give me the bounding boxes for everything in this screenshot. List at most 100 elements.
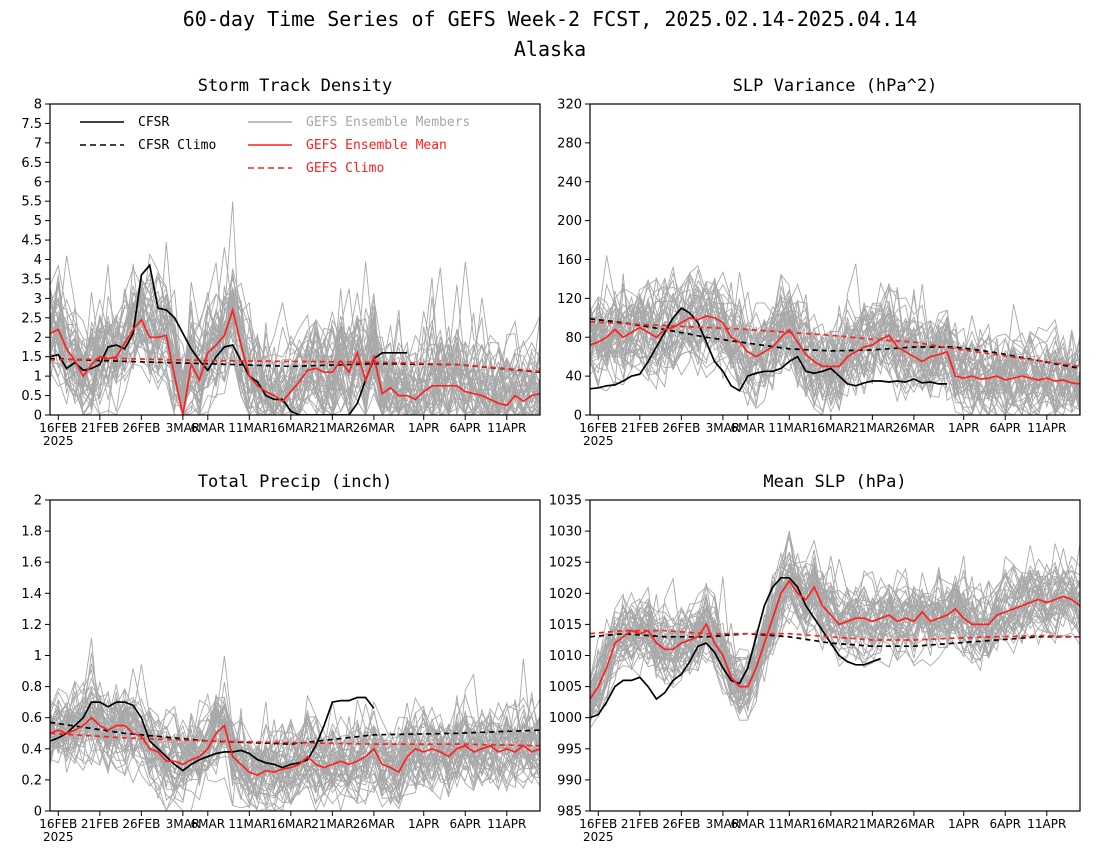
x-tick-label: 1APR — [948, 421, 979, 435]
y-tick-label: 0.4 — [21, 742, 42, 757]
x-tick-label: 6MAR — [191, 817, 226, 831]
ensemble-member-line — [50, 264, 540, 415]
y-tick-label: 1.6 — [21, 556, 42, 571]
x-tick-label: 21FEB — [81, 421, 119, 435]
x-tick-label: 16FEB — [39, 817, 77, 831]
ensemble-member-line — [590, 297, 1080, 406]
x-tick-label: 26MAR — [893, 421, 935, 435]
x-tick-label: 6APR — [990, 817, 1021, 831]
series-gefs-ensemble-mean — [590, 315, 1080, 385]
ensemble-member-line — [590, 580, 1080, 709]
panel-title: Storm Track Density — [198, 76, 392, 96]
y-tick-label: 280 — [557, 136, 582, 151]
y-tick-label: 160 — [557, 253, 582, 268]
y-tick-label: 2 — [34, 494, 42, 509]
y-tick-label: 1000 — [549, 711, 582, 726]
x-tick-label: 11MAR — [768, 421, 810, 435]
y-tick-label: 200 — [557, 214, 582, 229]
series-gefs-ensemble-mean — [50, 716, 540, 777]
series-cfsr-climo — [50, 721, 540, 745]
y-tick-label: 80 — [565, 331, 582, 346]
panel-slp-variance: SLP Variance (hPa^2) 0 40 80 120 160 200 240 28… — [557, 76, 1081, 448]
x-tick-label: 16MAR — [270, 421, 312, 435]
y-tick-label: 0.6 — [21, 711, 42, 726]
x-tick-label: 1APR — [948, 817, 979, 831]
legend-label-gefs-climo: GEFS Climo — [306, 161, 384, 176]
x-tick-label: 11APR — [487, 817, 526, 831]
x-tick-label: 16FEB — [579, 817, 617, 831]
x-tick-label: 1APR — [408, 817, 439, 831]
ensemble-member-line — [590, 280, 1080, 398]
x-tick-label: 26FEB — [122, 421, 160, 435]
ensemble-member-line — [590, 563, 1080, 703]
ensemble-member-line — [50, 681, 540, 811]
series-gefs-ensemble-mean — [590, 579, 1080, 700]
y-tick-label: 0.5 — [21, 389, 42, 404]
plot-area — [590, 255, 1080, 415]
series-gefs-climo — [590, 629, 1080, 641]
x-tick-label: 21FEB — [621, 817, 659, 831]
ensemble-member-line — [590, 548, 1080, 706]
x-tick-label: 1APR — [408, 421, 439, 435]
ensemble-member-line — [590, 278, 1080, 415]
ensemble-member-line — [50, 292, 540, 415]
x-tick-label: 26FEB — [662, 421, 700, 435]
x-tick-label: 21FEB — [621, 421, 659, 435]
y-tick-label: 8 — [34, 98, 42, 113]
x-tick-label: 11MAR — [228, 421, 270, 435]
y-tick-label: 0.8 — [21, 680, 42, 695]
legend-label-ens-mean: GEFS Ensemble Mean — [306, 138, 447, 153]
y-tick-label: 1025 — [549, 556, 582, 571]
panel-total-precip: Total Precip (inch) 0 0.2 0.4 0.6 0.8 1 1.2 1.4… — [21, 472, 541, 844]
legend-label-cfsr: CFSR — [138, 115, 169, 130]
x-tick-label: 21MAR — [851, 817, 893, 831]
ensemble-member-line — [590, 552, 1080, 694]
ensemble-member-line — [50, 319, 540, 415]
y-tick-label: 1 — [34, 370, 42, 385]
y-tick-label: 1.8 — [21, 525, 42, 540]
series-cfsr — [590, 307, 948, 392]
y-tick-label: 2.5 — [21, 311, 42, 326]
y-tick-label: 320 — [557, 98, 582, 113]
x-tick-label: 6APR — [450, 817, 481, 831]
series-cfsr — [50, 263, 408, 415]
y-tick-label: 2 — [34, 331, 42, 346]
x-tick-label: 16MAR — [810, 421, 852, 435]
x-tick-label: 16FEB — [39, 421, 77, 435]
ensemble-member-line — [590, 566, 1080, 712]
y-tick-label: 0 — [34, 805, 42, 820]
y-tick-label: 0 — [574, 409, 582, 424]
x-tick-label: 26FEB — [122, 817, 160, 831]
y-tick-label: 5.5 — [21, 195, 42, 210]
plot-area — [50, 638, 540, 811]
x-year-label: 2025 — [43, 434, 74, 448]
panel-title: SLP Variance (hPa^2) — [733, 76, 938, 96]
y-tick-label: 1030 — [549, 525, 582, 540]
x-tick-label: 6APR — [450, 421, 481, 435]
x-tick-label: 11APR — [487, 421, 526, 435]
ensemble-member-line — [50, 696, 540, 796]
y-tick-label: 995 — [557, 742, 582, 757]
x-tick-label: 21MAR — [851, 421, 893, 435]
legend-label-cfsr-climo: CFSR Climo — [138, 138, 216, 153]
x-tick-label: 6APR — [990, 421, 1021, 435]
series-gefs-climo — [50, 732, 540, 747]
ensemble-member-line — [50, 696, 540, 804]
y-tick-label: 6.5 — [21, 156, 42, 171]
x-tick-label: 16MAR — [810, 817, 852, 831]
series-gefs-climo — [590, 320, 1080, 368]
x-tick-label: 26MAR — [353, 421, 395, 435]
x-year-label: 2025 — [583, 830, 614, 844]
panel-title: Mean SLP (hPa) — [763, 472, 906, 492]
y-tick-label: 120 — [557, 292, 582, 307]
y-tick-label: 1005 — [549, 680, 582, 695]
x-tick-label: 3MAR — [166, 817, 201, 831]
ensemble-member-line — [590, 543, 1080, 709]
ensemble-member-line — [50, 704, 540, 806]
ensemble-member-line — [50, 701, 540, 792]
panel-storm-track-density: Storm Track Density 0 0.5 1 1.5 2 2.5 3 3.5 4 4.5… — [21, 76, 541, 448]
ensemble-member-line — [50, 267, 540, 415]
x-tick-label: 3MAR — [166, 421, 201, 435]
legend: CFSR CFSR Climo GEFS Ensemble Members GE… — [80, 115, 470, 176]
